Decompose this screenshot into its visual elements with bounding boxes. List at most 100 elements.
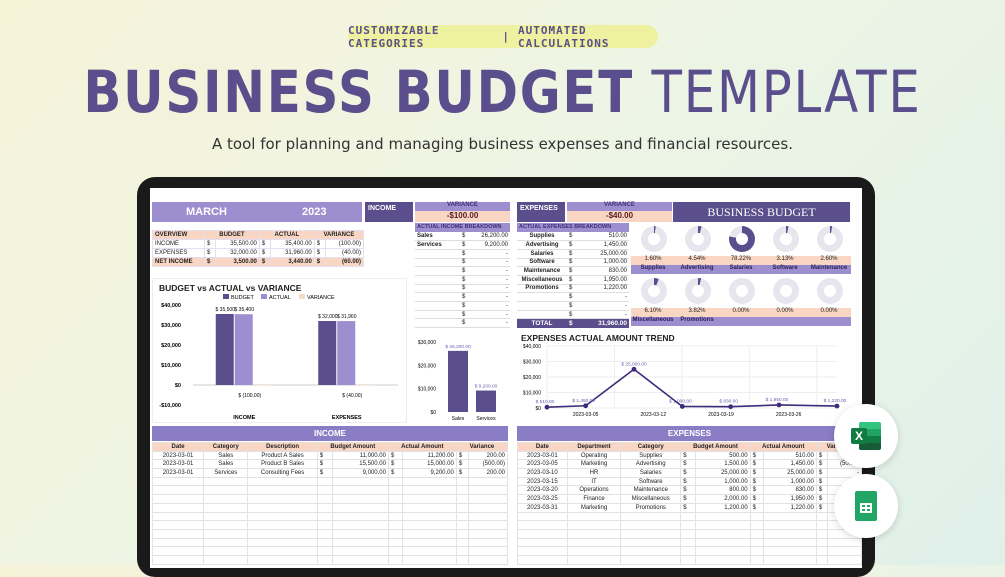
ledger-cell — [620, 537, 682, 548]
category-donut — [641, 278, 667, 304]
expense-breakdown-row: Miscellaneous $1,950.00 — [517, 275, 629, 285]
category-donut — [817, 278, 843, 304]
ledger-cell — [402, 494, 457, 504]
overview-cell: 35,500.00 — [215, 239, 260, 249]
ledger-cell: $ — [680, 459, 696, 470]
sheets-app-icon[interactable] — [834, 474, 898, 538]
category-donut — [773, 278, 799, 304]
y-tick-label: $40,000 — [523, 344, 541, 350]
x-tick-label: 2023-03-19 — [708, 412, 734, 418]
ledger-cell — [467, 502, 509, 513]
category-donut — [641, 226, 667, 252]
bar — [234, 314, 253, 385]
ledger-cell — [749, 511, 765, 522]
ledger-cell — [387, 485, 404, 496]
ledger-empty-row[interactable] — [517, 528, 862, 539]
ledger-row[interactable]: 2023-03-25 Finance Miscellaneous $2,000.00 $… — [517, 494, 862, 504]
ledger-empty-row[interactable] — [151, 494, 509, 504]
ledger-cell — [387, 494, 404, 504]
ledger-cell: $ — [680, 450, 696, 461]
overview-cell: $ — [313, 257, 327, 267]
excel-app-icon[interactable]: X — [834, 404, 898, 468]
trend-point — [834, 403, 840, 409]
ledger-cell — [763, 554, 817, 565]
ledger-cell: Sales — [203, 459, 249, 470]
ledger-empty-row[interactable] — [151, 537, 509, 548]
ledger-row[interactable]: 2023-03-10 HR Salaries $25,000.00 $25,000.00… — [517, 468, 862, 478]
ledger-row[interactable]: 2023-03-01 Operating Supplies $500.00 $510.0… — [517, 450, 862, 461]
overview-cell: (40.00) — [325, 248, 364, 258]
income-amount: - — [468, 292, 510, 302]
overview-cell: (100.00) — [325, 239, 364, 249]
ledger-row[interactable]: 2023-03-20 Operations Maintenance $800.00 $8… — [517, 485, 862, 496]
ledger-cell — [620, 520, 682, 530]
ledger-empty-row[interactable] — [151, 485, 509, 496]
ledger-cell — [517, 537, 568, 548]
excel-letter: X — [851, 428, 867, 444]
overview-cell: INCOME — [152, 239, 205, 249]
ledger-header-cell: Actual Amount — [749, 442, 817, 452]
ledger-empty-row[interactable] — [517, 511, 862, 522]
ledger-cell — [467, 511, 509, 522]
ledger-cell — [316, 494, 333, 504]
expense-trend-chart: $40,000 $30,000 $20,000 $10,000 $0$ 510.00 $ … — [523, 344, 847, 418]
ledger-cell: $ — [749, 459, 765, 470]
ledger-cell: 1,200.00 — [694, 502, 751, 513]
ledger-cell: 1,950.00 — [763, 494, 817, 504]
ledger-cell: Consulting Fees — [247, 468, 318, 478]
ledger-empty-row[interactable] — [517, 554, 862, 565]
expense-breakdown-row: Supplies $510.00 — [517, 232, 629, 242]
ledger-empty-row[interactable] — [151, 502, 509, 513]
expense-amount: - — [579, 301, 629, 311]
ledger-row[interactable]: 2023-03-05 Marketing Advertising $1,500.00 $… — [517, 459, 862, 470]
ledger-empty-row[interactable] — [151, 528, 509, 539]
ledger-cell: $ — [316, 450, 333, 461]
ledger-cell — [455, 537, 469, 548]
income-breakdown-row: $ - — [415, 266, 510, 276]
month-banner: MARCH 2023 — [152, 202, 362, 222]
ledger-header-cell: Actual Amount — [387, 442, 457, 452]
ledger-cell: 800.00 — [694, 485, 751, 496]
income-amount: 9,200.00 — [468, 240, 510, 250]
overview-cell: 31,960.00 — [270, 248, 315, 258]
ledger-cell: $ — [455, 468, 469, 478]
ledger-empty-row[interactable] — [151, 476, 509, 487]
ledger-cell: 2023-03-31 — [517, 502, 568, 513]
ledger-cell — [247, 546, 318, 556]
ledger-empty-row[interactable] — [151, 520, 509, 530]
ledger-row[interactable]: 2023-03-31 Marketing Promotions $1,200.00 $1… — [517, 502, 862, 513]
overview-row: NET INCOME $3,500.00 $3,440.00 $ (60.00) — [152, 257, 364, 267]
ledger-empty-row[interactable] — [517, 546, 862, 556]
y-tick-label: -$10,000 — [159, 403, 181, 409]
ledger-cell — [517, 520, 568, 530]
currency: $ — [460, 266, 468, 276]
ledger-cell: 2023-03-25 — [517, 494, 568, 504]
month-label: MARCH — [186, 206, 227, 218]
ledger-empty-row[interactable] — [151, 554, 509, 565]
income-variance-label: VARIANCE — [415, 202, 510, 211]
ledger-empty-row[interactable] — [151, 546, 509, 556]
y-tick-label: $10,000 — [523, 391, 541, 397]
bar-value-label: $ 9,200.00 — [475, 384, 498, 390]
ledger-cell: 2023-03-01 — [517, 450, 568, 461]
ledger-cell: 1,000.00 — [694, 476, 751, 487]
ledger-row[interactable]: 2023-03-01 Services Consulting Fees $9,000.… — [151, 468, 509, 478]
ledger-cell — [749, 546, 765, 556]
income-label: INCOME — [365, 202, 413, 222]
currency: $ — [460, 310, 468, 320]
income-ledger-title: INCOME — [152, 426, 508, 441]
ledger-row[interactable]: 2023-03-01 Sales Product B Sales $15,500.00… — [151, 459, 509, 470]
ledger-cell: $ — [680, 494, 696, 504]
ledger-empty-row[interactable] — [151, 511, 509, 522]
donut-label: Salaries — [719, 265, 763, 274]
overview-row: INCOME $35,500.00 $35,400.00 $ (100.00) — [152, 239, 364, 249]
ledger-empty-row[interactable] — [517, 520, 862, 530]
ledger-empty-row[interactable] — [517, 537, 862, 548]
ledger-row[interactable]: 2023-03-01 Sales Product A Sales $11,000.00… — [151, 450, 509, 461]
ledger-cell — [387, 502, 404, 513]
donut-percent: 1.60% — [631, 256, 675, 265]
ledger-cell — [387, 537, 404, 548]
donut-label: Miscellaneous — [631, 317, 675, 326]
point-value-label: $ 1,450.00 — [572, 398, 595, 404]
